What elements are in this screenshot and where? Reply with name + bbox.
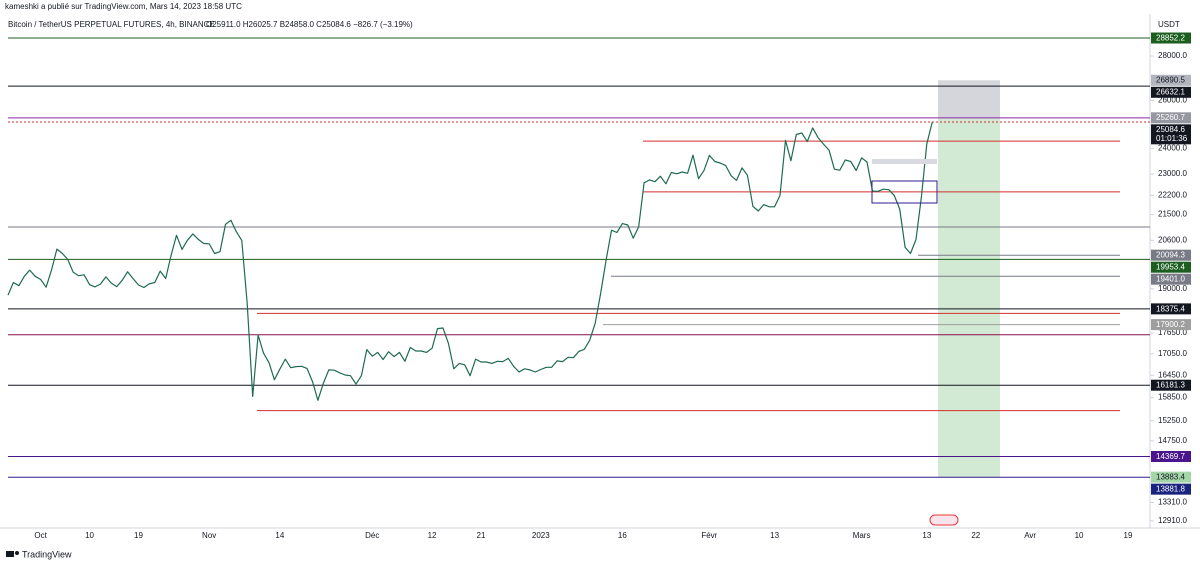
price-label-box <box>1151 112 1191 124</box>
price-label: 26890.5 <box>1156 76 1185 85</box>
y-tick-label: 24000.0 <box>1158 144 1187 153</box>
price-label: 20094.3 <box>1156 251 1185 260</box>
price-label-box <box>1151 74 1191 86</box>
x-tick-label: Févr <box>701 531 717 540</box>
y-tick-label: 17650.0 <box>1158 328 1187 337</box>
y-tick-label: 19000.0 <box>1158 284 1187 293</box>
y-tick-label: 21500.0 <box>1158 210 1187 219</box>
y-tick-label: 26000.0 <box>1158 96 1187 105</box>
price-label: 25260.7 <box>1156 113 1185 122</box>
x-tick-label: Déc <box>365 531 379 540</box>
price-label: 17900.2 <box>1156 320 1185 329</box>
price-label-box <box>1151 379 1191 391</box>
price-label: 13881.8 <box>1156 485 1185 494</box>
y-tick-label: 20600.0 <box>1158 235 1187 244</box>
x-tick-label: 12 <box>428 531 437 540</box>
y-tick-label: 15250.0 <box>1158 416 1187 425</box>
price-label-box <box>1151 32 1191 44</box>
price-label-box <box>1151 471 1191 483</box>
price-line <box>7 121 933 401</box>
price-label: 14369.7 <box>1156 452 1185 461</box>
y-tick-label: 13310.0 <box>1158 498 1187 507</box>
x-tick-label: 13 <box>770 531 779 540</box>
plot <box>7 37 1150 478</box>
range-box <box>871 180 938 204</box>
x-tick-label: Mars <box>853 531 871 540</box>
x-tick-label: 19 <box>134 531 143 540</box>
x-tick-label: 19 <box>1124 531 1133 540</box>
x-tick-label: 16 <box>618 531 627 540</box>
y-tick-label: 14750.0 <box>1158 436 1187 445</box>
chart-title: Bitcoin / TetherUS PERPETUAL FUTURES, 4h… <box>8 20 215 29</box>
x-tick-label: 2023 <box>532 531 550 540</box>
ohlc: O25911.0 H26025.7 B24858.0 C25084.6 −826… <box>206 20 413 29</box>
price-label: 13883.4 <box>1156 473 1185 482</box>
x-tick-label: 10 <box>1075 531 1084 540</box>
price-label-box <box>1151 273 1191 285</box>
y-tick-label: 22200.0 <box>1158 190 1187 199</box>
x-tick-label: 14 <box>275 531 284 540</box>
position-reward <box>938 117 1000 478</box>
price-label: 28852.2 <box>1156 33 1185 42</box>
price-label: 25084.6 <box>1156 125 1185 134</box>
price-label-box <box>1151 249 1191 261</box>
x-tick-label: Nov <box>202 531 216 540</box>
range-band <box>872 159 937 164</box>
x-tick-label: Avr <box>1024 531 1036 540</box>
price-label-box <box>1151 450 1191 462</box>
brand: TradingView <box>22 549 72 559</box>
price-label: 16181.3 <box>1156 381 1185 390</box>
x-tick-label: 13 <box>922 531 931 540</box>
y-tick-label: 23000.0 <box>1158 169 1187 178</box>
price-label-box <box>1151 319 1191 331</box>
brand-logo <box>6 551 19 557</box>
countdown: 01:01:36 <box>1156 134 1188 143</box>
y-tick-label: 28000.0 <box>1158 51 1187 60</box>
y-tick-label: 17050.0 <box>1158 349 1187 358</box>
y-tick-label: 15850.0 <box>1158 393 1187 402</box>
x-tick-label: 21 <box>477 531 486 540</box>
price-label-box <box>1151 124 1191 145</box>
x-tick-label: 22 <box>971 531 980 540</box>
y-tick-label: 12910.0 <box>1158 516 1187 525</box>
price-label: 18375.4 <box>1156 304 1185 313</box>
y-unit: USDT <box>1158 20 1180 29</box>
event-icon[interactable] <box>929 514 959 526</box>
x-tick-label: Oct <box>34 531 47 540</box>
price-label-box <box>1151 86 1191 98</box>
price-label: 19953.4 <box>1156 263 1185 272</box>
x-tick-label: 10 <box>85 531 94 540</box>
y-tick-label: 16450.0 <box>1158 370 1187 379</box>
price-label-box <box>1151 483 1191 495</box>
price-label: 19401.0 <box>1156 275 1185 284</box>
price-label-box <box>1151 261 1191 273</box>
price-label-box <box>1151 303 1191 315</box>
price-label: 26632.1 <box>1156 88 1185 97</box>
published-note: kameshki a publié sur TradingView.com, M… <box>5 2 242 11</box>
